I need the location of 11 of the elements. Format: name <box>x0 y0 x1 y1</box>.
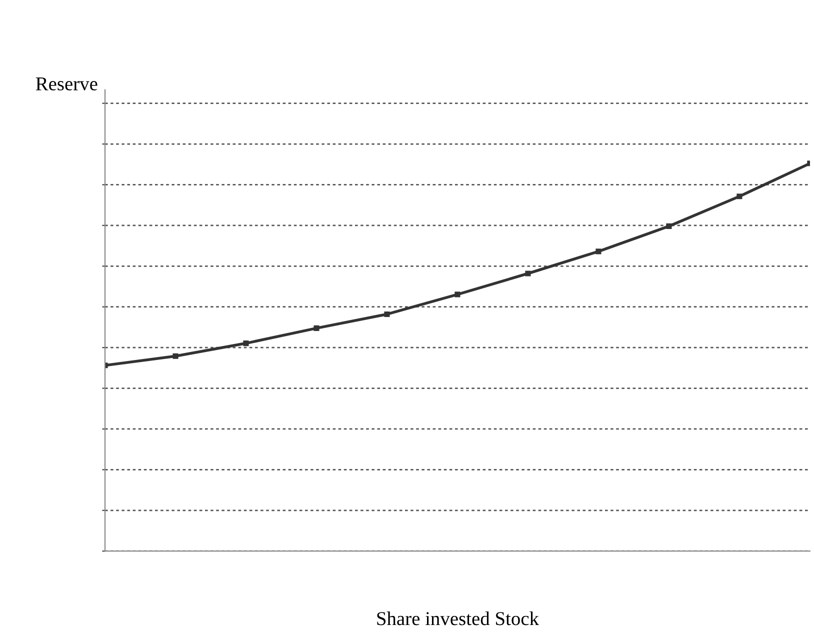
y-axis-title: Reserve <box>36 77 98 90</box>
point <box>736 194 742 200</box>
point <box>454 292 460 298</box>
point <box>525 270 531 276</box>
point <box>314 325 320 331</box>
x-axis-title: Share invested Stock <box>377 612 540 626</box>
point <box>666 223 672 229</box>
point <box>243 340 249 346</box>
point <box>384 311 390 317</box>
point <box>596 248 602 254</box>
point <box>172 353 178 359</box>
